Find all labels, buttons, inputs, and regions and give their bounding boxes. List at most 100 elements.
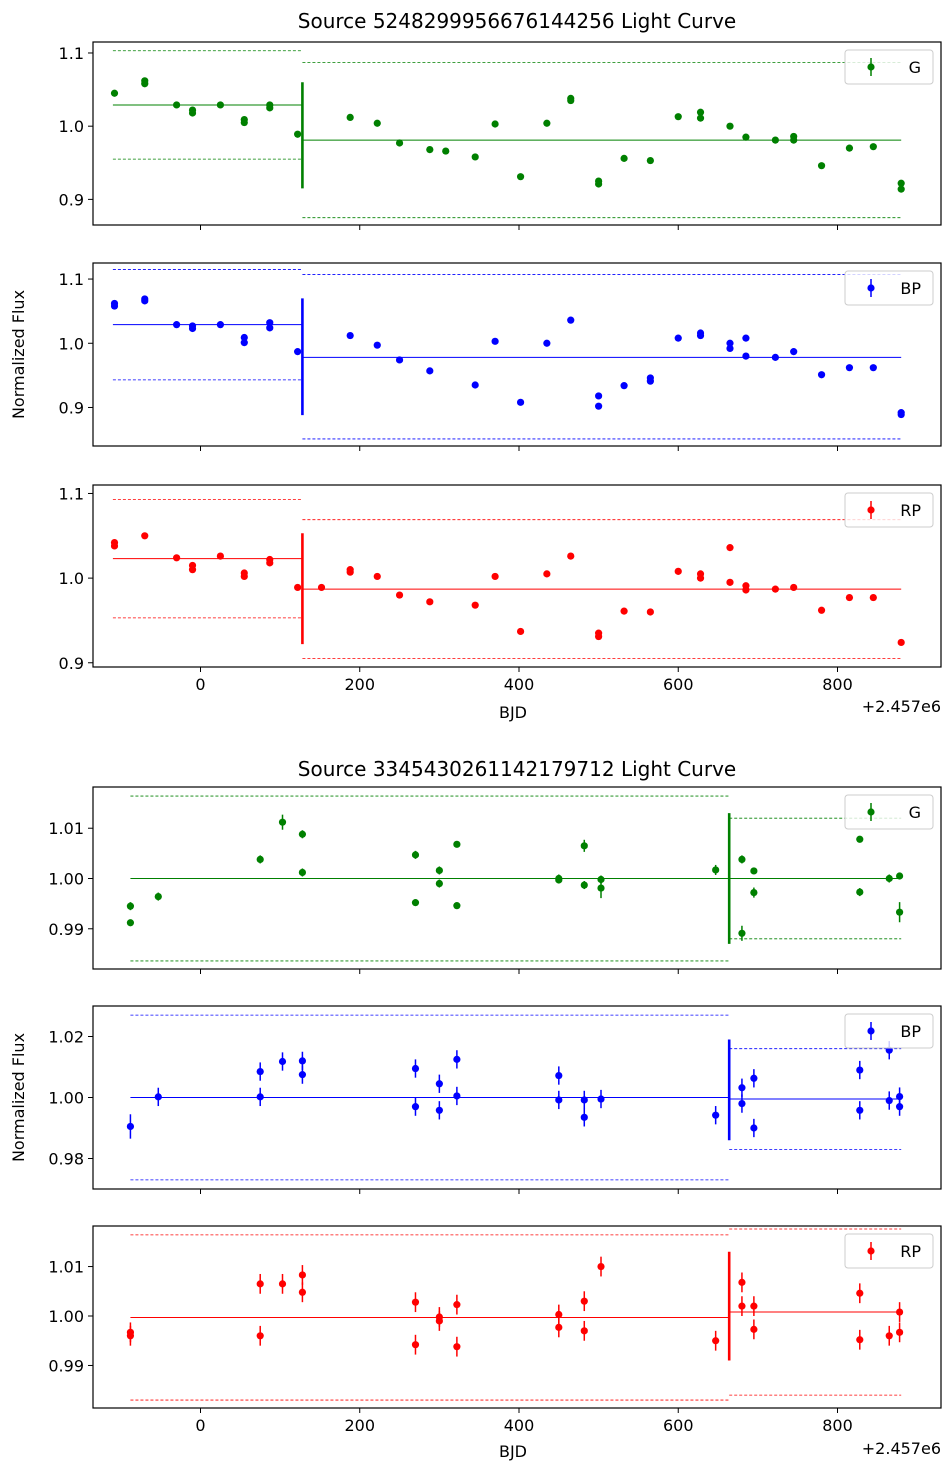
data-point xyxy=(750,1074,758,1082)
legend: BP xyxy=(844,1013,934,1049)
x-tick-label: 200 xyxy=(344,675,375,694)
legend: G xyxy=(844,794,934,830)
data-point xyxy=(411,1103,420,1111)
data-point xyxy=(738,1084,746,1092)
data-point xyxy=(395,591,404,599)
data-point xyxy=(256,1093,264,1101)
data-point xyxy=(845,144,854,152)
data-point xyxy=(726,339,734,347)
legend: BP xyxy=(844,270,934,306)
data-point xyxy=(543,339,551,347)
data-point xyxy=(256,1280,264,1288)
data-point xyxy=(240,333,248,342)
data-point xyxy=(555,1071,563,1080)
data-point xyxy=(453,902,461,910)
data-point xyxy=(256,1067,264,1076)
data-point xyxy=(126,919,135,927)
data-point xyxy=(597,1262,605,1271)
data-point xyxy=(240,339,248,347)
data-point xyxy=(543,119,551,127)
data-point xyxy=(771,585,779,593)
data-point xyxy=(856,1106,864,1114)
y-tick-label: 0.9 xyxy=(59,190,84,209)
data-point xyxy=(696,329,705,337)
axes-frame xyxy=(92,786,942,970)
data-point xyxy=(126,902,135,910)
data-point xyxy=(895,1103,904,1111)
data-point xyxy=(869,593,877,602)
data-point xyxy=(895,1308,904,1316)
x-tick-label: 0 xyxy=(195,675,205,694)
data-point xyxy=(173,554,181,562)
data-point xyxy=(411,851,420,859)
y-tick-label: 1.0 xyxy=(59,334,84,353)
light-curve-chart-2: Source 3345430261142179712 Light Curve 0.… xyxy=(9,757,942,1461)
x-axis-label: BJD xyxy=(499,703,527,722)
data-point xyxy=(580,1113,588,1121)
data-point xyxy=(895,1328,904,1336)
y-tick-label: 0.9 xyxy=(59,398,84,417)
panel-bp: 0.98 1.00 1.02 BP xyxy=(48,1005,942,1194)
data-point xyxy=(712,1337,720,1345)
data-point xyxy=(256,1332,264,1340)
data-point xyxy=(491,337,499,345)
x-tick-label: 600 xyxy=(663,675,694,694)
data-point xyxy=(646,374,654,382)
data-point xyxy=(620,154,628,162)
data-point xyxy=(555,876,563,884)
axes-frame xyxy=(92,262,942,447)
data-point xyxy=(294,583,302,592)
data-point xyxy=(126,1122,135,1131)
data-point xyxy=(856,835,864,843)
y-tick-label: 1.1 xyxy=(59,44,84,63)
data-point xyxy=(597,1095,605,1103)
data-point xyxy=(240,569,248,577)
data-point xyxy=(845,593,854,602)
data-point xyxy=(790,583,798,592)
y-axis-label: Normalized Flux xyxy=(9,290,28,419)
data-point xyxy=(298,1288,307,1296)
data-point xyxy=(426,367,434,375)
data-point xyxy=(346,566,354,574)
data-point xyxy=(895,908,904,916)
data-point xyxy=(471,153,479,161)
data-point xyxy=(411,899,420,907)
data-point xyxy=(696,114,705,122)
data-point xyxy=(395,139,404,147)
data-point xyxy=(817,606,826,614)
data-point xyxy=(110,89,119,97)
legend-label: G xyxy=(909,803,921,822)
data-point xyxy=(580,881,588,889)
data-point xyxy=(726,122,734,130)
data-point xyxy=(750,888,758,897)
data-point xyxy=(373,119,381,127)
data-point xyxy=(817,162,826,170)
data-point xyxy=(256,855,264,863)
x-offset-label: +2.457e6 xyxy=(862,697,941,716)
data-point xyxy=(435,1080,443,1088)
data-point xyxy=(126,1328,135,1336)
data-point xyxy=(620,607,628,615)
data-point xyxy=(216,101,224,109)
data-point xyxy=(141,295,149,303)
data-point xyxy=(278,818,287,826)
x-tick-label: 200 xyxy=(344,1416,375,1435)
data-point xyxy=(346,331,354,340)
data-point xyxy=(771,136,779,144)
data-point xyxy=(442,147,450,155)
data-point xyxy=(897,638,905,647)
data-point xyxy=(491,572,499,581)
data-point xyxy=(845,364,854,372)
data-point xyxy=(173,321,181,329)
data-point xyxy=(188,106,197,114)
data-point xyxy=(516,627,525,636)
data-point xyxy=(555,1310,563,1319)
data-point xyxy=(895,1092,904,1101)
legend: RP xyxy=(844,1233,934,1269)
panel-rp: 0.9 1.0 1.1 0 200 400 600 800 RP xyxy=(59,484,942,694)
data-point xyxy=(790,132,798,141)
data-point xyxy=(712,866,720,874)
x-tick-label: 800 xyxy=(822,675,853,694)
data-point xyxy=(646,156,654,165)
